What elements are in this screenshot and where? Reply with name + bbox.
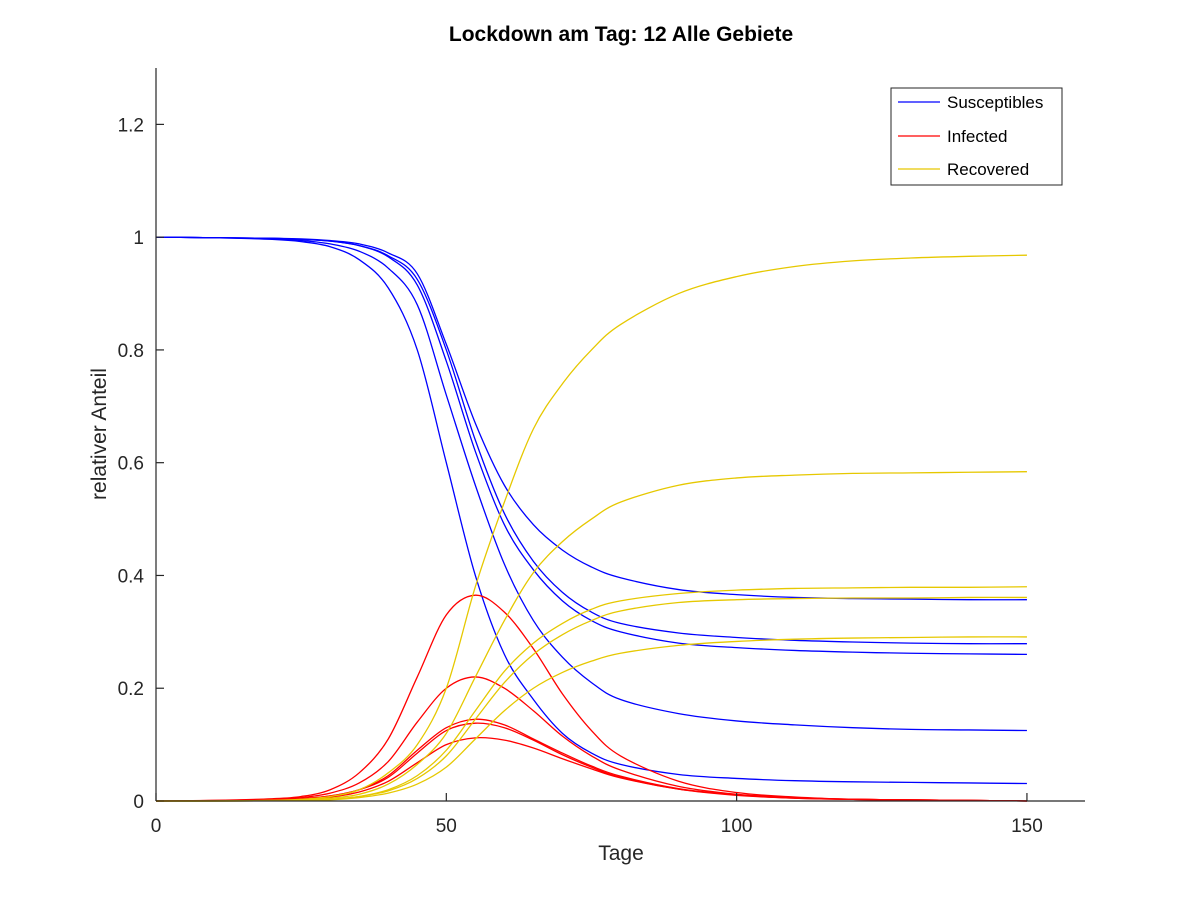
series-line-susceptibles-1	[155, 236, 1027, 785]
series-line-recovered-5	[155, 636, 1027, 802]
series-line-susceptibles-2	[155, 236, 1027, 732]
y-tick-label: 0.2	[118, 679, 144, 700]
legend-label-recovered: Recovered	[947, 160, 1029, 179]
y-tick-label: 1	[133, 228, 144, 249]
x-tick-label: 50	[436, 816, 457, 837]
y-tick-label: 0.6	[118, 454, 144, 475]
legend: Susceptibles Infected Recovered	[890, 87, 1063, 186]
y-tick-label: 1.2	[118, 115, 144, 136]
x-tick-label: 0	[151, 816, 162, 837]
y-tick-label: 0.8	[118, 341, 144, 362]
series-line-recovered-2	[155, 471, 1027, 802]
x-tick-label: 100	[721, 816, 753, 837]
y-tick-label: 0	[133, 792, 144, 813]
y-axis-ticks: 0 0.2 0.4 0.6 0.8 1 1.2	[118, 115, 164, 813]
x-tick-label: 150	[1011, 816, 1043, 837]
x-axis-label: Tage	[598, 842, 644, 865]
series-layer	[155, 236, 1027, 802]
y-tick-label: 0.4	[118, 566, 145, 587]
series-line-recovered-1	[155, 254, 1027, 802]
legend-label-infected: Infected	[947, 127, 1008, 146]
y-axis-label: relativer Anteil	[88, 368, 111, 500]
chart-title: Lockdown am Tag: 12 Alle Gebiete	[449, 23, 793, 46]
legend-label-susceptibles: Susceptibles	[947, 93, 1043, 112]
x-axis-ticks: 0 50 100 150	[151, 793, 1043, 837]
